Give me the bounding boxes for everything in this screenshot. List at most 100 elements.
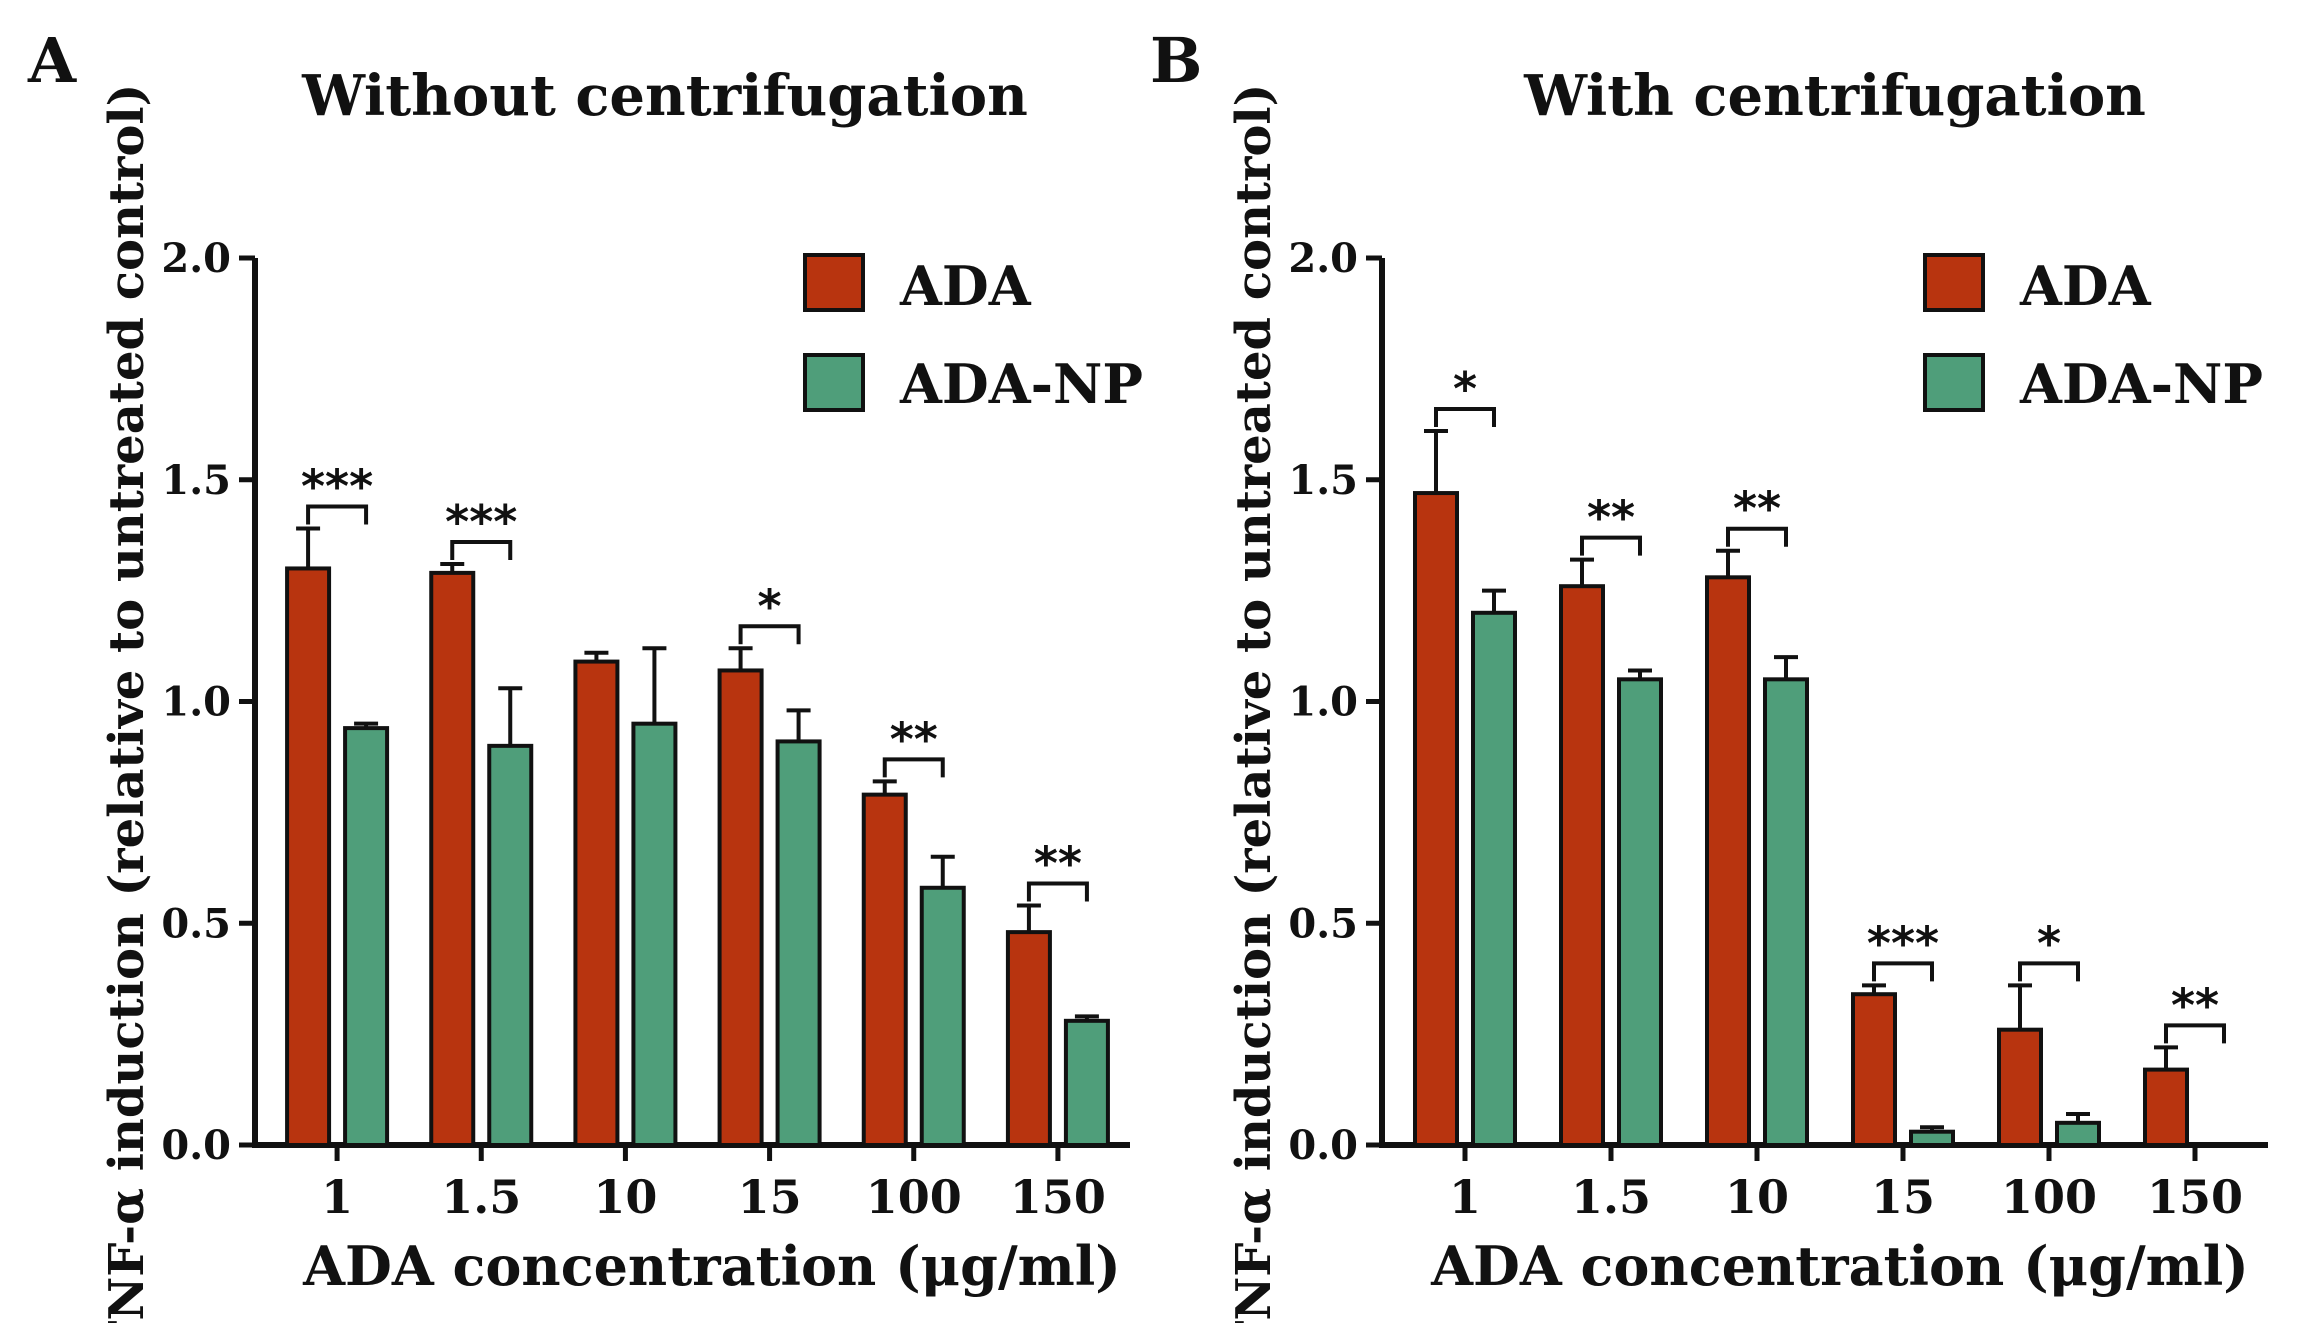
bar-ada [1559,584,1605,1147]
y-tick-label: 1.5 [161,457,231,504]
y-tick-label: 0.5 [1288,900,1358,947]
error-bar [1424,428,1448,494]
significance-bracket [1580,535,1642,556]
x-tick-label: 150 [1010,1170,1106,1224]
error-bar [1716,548,1740,578]
error-bar [1074,1014,1099,1021]
error-bar [1862,983,1886,995]
bar-ada-np [631,721,678,1147]
panel-b-title: With centrifugation [1523,63,2146,129]
bar-ada-np [1617,677,1663,1147]
legend-ada-np-label: ADA-NP [899,352,1143,416]
error-bar [1774,655,1798,680]
bar-ada [1997,1027,2043,1147]
significance-label: ** [1034,837,1082,891]
panel-b: B With centrifugation TNF-α induction (r… [1150,24,2268,1323]
bar-ada [1705,575,1751,1147]
error-bar [1482,588,1506,613]
x-tick-label: 150 [2147,1170,2243,1224]
significance-bracket [2164,1023,2226,1044]
error-bar [1570,557,1594,587]
error-bar [1920,1125,1944,1132]
significance-label: ** [1587,491,1635,545]
legend-ada-np-swatch [803,353,865,412]
error-bar [1628,668,1652,680]
x-tick-label: 10 [593,1170,657,1224]
x-tick-label: 1.5 [441,1170,521,1224]
legend-ada-swatch [803,253,865,312]
error-bar [440,562,465,573]
bar-ada-np [775,739,822,1147]
significance-bracket [1872,961,1934,982]
bar-ada-np [2201,1143,2247,1148]
error-bar [354,721,379,729]
bar-ada-np [1909,1129,1955,1147]
error-bar [2066,1111,2090,1123]
x-tick-label: 15 [738,1170,802,1224]
significance-label: * [2037,916,2061,970]
panel-letter-a: A [27,24,77,97]
bar-ada-np [343,726,390,1147]
x-tick-label: 100 [866,1170,962,1224]
panel-a-legend: ADA ADA-NP [803,253,1143,416]
legend-ada-label: ADA [2019,254,2152,318]
error-bar [2154,1045,2178,1070]
error-bar [2008,983,2032,1030]
y-tick-label: 1.0 [1288,679,1358,726]
bar-ada-np [1063,1018,1110,1148]
significance-label: ** [2171,978,2219,1032]
significance-bracket [1434,406,1496,427]
bar-ada [1851,992,1897,1148]
bar-ada-np [1471,610,1517,1147]
significance-label: *** [445,495,517,549]
panel-a: A Without centrifugation TNF-α induction… [27,24,1143,1323]
bar-ada [1005,930,1052,1147]
panel-a-x-axis-label: ADA concentration (μg/ml) [302,1234,1121,1298]
panel-a-plot-area: 0.0 0.5 1.0 1.5 2.0 1 *** 1.5 *** 10 15 * 100 ** 150 ** [161,235,1130,1224]
error-bar [296,526,321,569]
panel-b-y-axis-label: TNF-α induction (relative to untreated c… [1226,84,1282,1323]
panel-a-y-axis-label: TNF-α induction (relative to untreated c… [99,84,155,1323]
significance-label: *** [1867,916,1939,970]
bar-ada [861,792,908,1147]
significance-label: * [758,579,782,633]
x-tick-label: 15 [1871,1170,1935,1224]
panel-b-plot-area: 0.0 0.5 1.0 1.5 2.0 1 * 1.5 ** 10 ** 15 *** 100 * 150 ** [1288,235,2268,1224]
y-tick-label: 0.5 [161,900,231,947]
error-bar [930,854,955,888]
bar-ada-np [919,885,966,1148]
y-tick-label: 0.0 [1288,1122,1358,1169]
significance-label: ** [890,712,938,766]
legend-ada-np-label: ADA-NP [2019,352,2263,416]
bar-ada [717,668,764,1148]
x-tick-label: 1 [1449,1170,1481,1224]
error-bar [584,650,609,662]
error-bar [498,686,523,746]
significance-bracket [2018,961,2080,982]
significance-bracket [450,540,513,561]
panel-a-title: Without centrifugation [301,63,1028,129]
legend-ada-label: ADA [899,254,1032,318]
x-tick-label: 10 [1725,1170,1789,1224]
error-bar [728,646,753,671]
error-bar [642,646,667,724]
significance-label: * [1453,362,1477,416]
x-tick-label: 100 [2001,1170,2097,1224]
bar-ada-np [2055,1120,2101,1147]
y-tick-label: 1.5 [1288,457,1358,504]
error-bar [872,779,897,795]
y-tick-label: 2.0 [161,235,231,282]
bar-ada-np [1763,677,1809,1147]
significance-bracket [306,504,369,525]
error-bar [786,708,811,742]
y-tick-label: 0.0 [161,1122,231,1169]
significance-bracket [738,624,801,645]
panel-letter-b: B [1150,24,1202,97]
bar-ada [2143,1067,2189,1147]
y-tick-label: 2.0 [1288,235,1358,282]
significance-label: ** [1733,482,1781,536]
bar-ada-np [487,743,534,1147]
bar-ada [429,570,476,1147]
y-tick-label: 1.0 [161,679,231,726]
